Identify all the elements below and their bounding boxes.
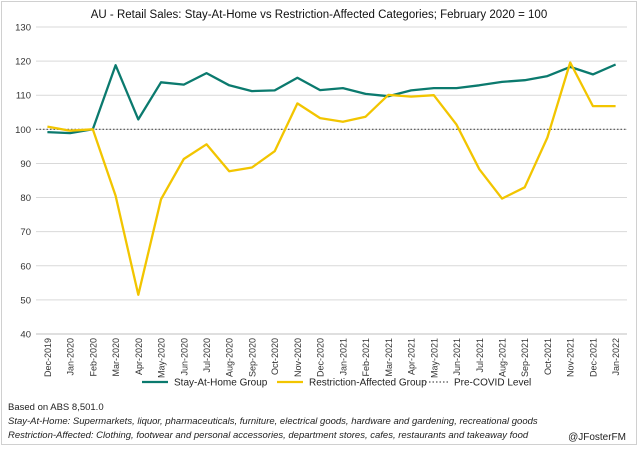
y-tick-label: 40 <box>20 330 31 341</box>
y-tick-label: 120 <box>15 57 31 68</box>
restriction-affected-note: Restriction-Affected: Clothing, footwear… <box>8 430 529 441</box>
legend: Stay-At-Home Group Restriction-Affected G… <box>142 378 531 389</box>
y-tick-label: 60 <box>20 261 31 272</box>
y-tick-label: 90 <box>20 159 31 170</box>
x-tick-label: Jun-2021 <box>452 338 462 376</box>
series-lines <box>36 61 627 296</box>
y-tick-label: 70 <box>20 227 31 238</box>
x-tick-labels: Dec-2019 Jan-2020 Feb-2020 Mar-2020 Apr-2020… <box>43 338 621 378</box>
line-chart: AU - Retail Sales: Stay-At-Home vs Restr… <box>15 9 627 389</box>
x-tick-label: May-2020 <box>157 338 167 378</box>
x-tick-label: Aug-2021 <box>497 338 507 377</box>
x-tick-label: Dec-2020 <box>316 338 326 377</box>
x-tick-label: Aug-2020 <box>225 338 235 377</box>
x-tick-label: Dec-2021 <box>588 338 598 377</box>
x-tick-label: Apr-2020 <box>134 338 144 375</box>
x-tick-label: Nov-2021 <box>566 338 576 377</box>
x-tick-label: Feb-2021 <box>361 338 371 377</box>
x-tick-label: Jul-2021 <box>475 338 485 373</box>
x-tick-label: May-2021 <box>429 338 439 378</box>
stay-at-home-line <box>47 63 617 135</box>
author-handle: @JFosterFM <box>568 432 626 443</box>
x-tick-label: Jul-2020 <box>202 338 212 373</box>
x-tick-label: Dec-2019 <box>43 338 53 377</box>
y-tick-label: 110 <box>16 91 31 102</box>
legend-pre-covid-label: Pre-COVID Level <box>454 378 531 389</box>
source-note: Based on ABS 8,501.0 <box>8 402 104 413</box>
x-tick-label: Jan-2020 <box>66 338 76 376</box>
x-tick-label: Sep-2021 <box>520 338 530 377</box>
x-tick-label: Apr-2021 <box>407 338 417 375</box>
x-tick-label: Mar-2020 <box>111 338 121 377</box>
restriction-affected-line <box>47 61 616 296</box>
y-tick-label: 50 <box>20 295 31 306</box>
x-tick-label: Oct-2020 <box>270 338 280 375</box>
x-tick-label: Sep-2020 <box>247 338 257 377</box>
x-tick-label: Feb-2020 <box>88 338 98 377</box>
y-tick-label: 100 <box>15 125 31 136</box>
y-tick-label: 130 <box>15 23 31 34</box>
chart-title: AU - Retail Sales: Stay-At-Home vs Restr… <box>91 9 547 21</box>
y-tick-labels: 40 50 60 70 80 90 100 110 120 130 <box>15 23 31 341</box>
legend-restriction-affected-label: Restriction-Affected Group <box>309 378 427 389</box>
legend-stay-at-home-label: Stay-At-Home Group <box>174 378 268 389</box>
x-tick-label: Mar-2021 <box>384 338 394 377</box>
stay-at-home-note: Stay-At-Home: Supermarkets, liquor, phar… <box>8 416 538 427</box>
x-tick-label: Jun-2020 <box>179 338 189 376</box>
y-tick-label: 80 <box>20 193 31 204</box>
x-tick-label: Oct-2021 <box>543 338 553 375</box>
x-tick-label: Jan-2022 <box>611 338 621 376</box>
gridlines <box>36 26 627 335</box>
x-tick-label: Nov-2020 <box>293 338 303 377</box>
x-tick-label: Jan-2021 <box>338 338 348 376</box>
